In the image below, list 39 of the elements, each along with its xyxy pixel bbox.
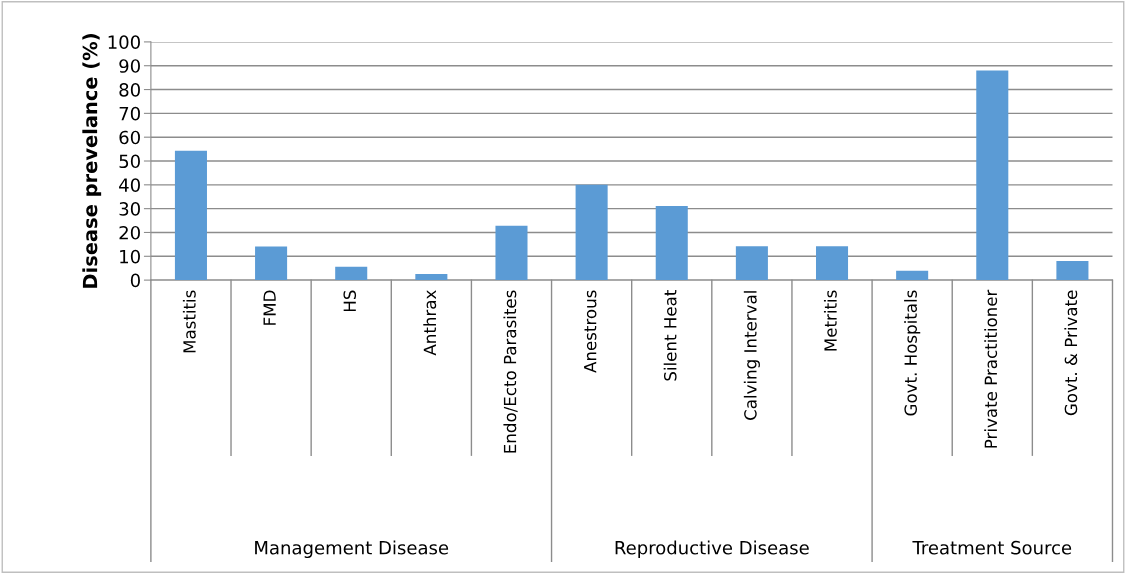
- x-tick-label: Endo/Ecto Parasites: [503, 290, 518, 453]
- bar: [575, 184, 608, 281]
- bar: [495, 225, 528, 281]
- y-axis-title: Disease prevelance (%): [82, 34, 102, 288]
- x-tick-label: Govt. & Private: [1064, 290, 1078, 416]
- x-tick-label: Anestrous: [584, 290, 597, 373]
- x-tick-label: Metritis: [823, 290, 837, 351]
- x-tick-label: Govt. Hospitals: [904, 290, 921, 416]
- y-tick-label: 70: [119, 106, 140, 121]
- x-tick-label: FMD: [263, 290, 276, 325]
- bar: [655, 206, 688, 281]
- bar: [415, 273, 448, 281]
- y-tick-label: 40: [119, 178, 140, 192]
- text: Reproductive Disease: [615, 540, 809, 559]
- text: Treatment Source: [912, 540, 1072, 555]
- y-tick-label: 60: [119, 130, 140, 145]
- y-tick-label: 0: [130, 273, 140, 288]
- x-tick-label: Mastitis: [182, 290, 196, 353]
- bar: [255, 246, 288, 281]
- x-tick-label: Private Practitioner: [984, 289, 998, 448]
- bar: [976, 70, 1009, 281]
- y-tick-label: 10: [120, 249, 140, 264]
- y-tick-label: 90: [119, 59, 140, 73]
- x-tick-label: Silent Heat: [663, 290, 677, 381]
- y-tick-label: 50: [119, 154, 140, 169]
- x-tick-label: Anthrax: [423, 290, 437, 356]
- text: Management Disease: [255, 540, 449, 559]
- x-tick-label: HS: [343, 290, 357, 312]
- bar: [896, 270, 929, 281]
- bar: [735, 246, 768, 281]
- y-tick-label: 80: [119, 83, 140, 97]
- bar: [1056, 261, 1089, 281]
- y-tick-label: 30: [119, 202, 140, 216]
- x-tick-label: Calving Interval: [743, 291, 760, 420]
- bar: [335, 266, 368, 281]
- bar: [174, 150, 207, 281]
- y-tick-label: 100: [108, 35, 140, 50]
- bar: [815, 246, 849, 281]
- y-tick-label: 20: [119, 225, 140, 240]
